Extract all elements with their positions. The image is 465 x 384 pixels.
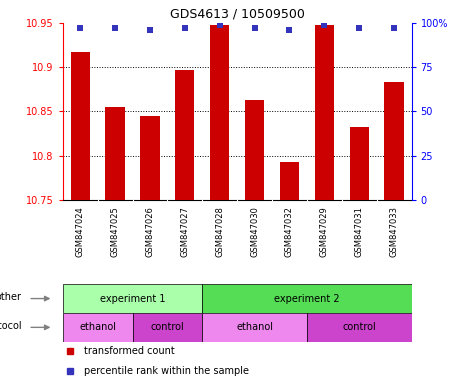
Bar [133,313,202,342]
Text: GSM847024: GSM847024 [76,207,85,257]
Text: GSM847033: GSM847033 [390,207,399,257]
Bar [106,107,125,200]
Text: other: other [0,292,22,302]
Bar [385,82,404,200]
Title: GDS4613 / 10509500: GDS4613 / 10509500 [170,7,305,20]
Bar [63,313,133,342]
Text: ethanol: ethanol [236,322,273,333]
Point [111,25,119,31]
Text: GSM847025: GSM847025 [111,207,120,257]
Bar [280,162,299,200]
Text: percentile rank within the sample: percentile rank within the sample [84,366,249,376]
Text: GSM847027: GSM847027 [180,207,189,257]
Text: experiment 2: experiment 2 [274,293,340,304]
Point [390,25,398,31]
Bar [307,313,412,342]
Bar [202,313,307,342]
Text: control: control [151,322,184,333]
Bar [315,25,334,200]
Point [251,25,258,31]
Text: GSM847026: GSM847026 [146,207,154,257]
Bar [175,70,194,200]
Bar [210,25,229,200]
Point [76,25,84,31]
Text: GSM847030: GSM847030 [250,207,259,257]
Point [181,25,188,31]
Text: protocol: protocol [0,321,22,331]
Text: experiment 1: experiment 1 [100,293,165,304]
Bar [245,100,264,200]
Text: GSM847032: GSM847032 [285,207,294,257]
Text: GSM847028: GSM847028 [215,207,224,257]
Text: ethanol: ethanol [79,322,116,333]
Text: control: control [342,322,376,333]
Point [355,25,363,31]
Bar [63,284,202,313]
Text: GSM847029: GSM847029 [320,207,329,257]
Text: transformed count: transformed count [84,346,174,356]
Point [146,27,153,33]
Bar [350,127,369,200]
Point [320,22,328,28]
Text: GSM847031: GSM847031 [355,207,364,257]
Bar [140,116,159,200]
Point [286,27,293,33]
Bar [202,284,412,313]
Bar [71,52,90,200]
Point [216,22,223,28]
